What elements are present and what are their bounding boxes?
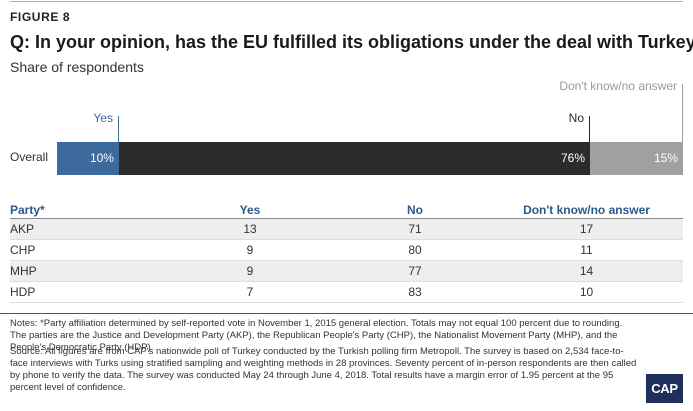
series-tick-dont-know bbox=[682, 84, 683, 142]
table-header-row: Party* Yes No Don't know/no answer bbox=[10, 202, 683, 219]
table-row: CHP 9 80 11 bbox=[10, 239, 683, 261]
bar-segment-yes: 10% bbox=[57, 142, 119, 175]
table-cell: 11 bbox=[490, 239, 683, 261]
series-label-no: No bbox=[568, 111, 585, 125]
table-cell: 13 bbox=[160, 218, 340, 240]
table-cell: 80 bbox=[340, 239, 490, 261]
bar-segment-no: 76% bbox=[118, 142, 591, 175]
series-tick-yes bbox=[117, 116, 119, 142]
table-cell: 10 bbox=[490, 281, 683, 303]
cap-logo: CAP bbox=[646, 374, 683, 403]
table-cell: MHP bbox=[10, 260, 160, 282]
source-text: Source: All figures are from CAP's natio… bbox=[10, 346, 637, 393]
table-cell: 17 bbox=[490, 218, 683, 240]
data-label-dont-know: 15% bbox=[653, 151, 678, 165]
table-cell: 9 bbox=[160, 239, 340, 261]
table-cell: AKP bbox=[10, 218, 160, 240]
series-tick-no bbox=[589, 116, 591, 142]
category-label-overall: Overall bbox=[10, 150, 49, 164]
table-row: AKP 13 71 17 bbox=[10, 218, 683, 240]
column-header-yes: Yes bbox=[160, 202, 340, 219]
chart-title: Q: In your opinion, has the EU fulfilled… bbox=[10, 32, 693, 52]
top-rule bbox=[10, 1, 683, 2]
table-cell: 14 bbox=[490, 260, 683, 282]
table-cell: 77 bbox=[340, 260, 490, 282]
series-label-yes: Yes bbox=[93, 111, 113, 125]
column-header-dont-know: Don't know/no answer bbox=[490, 202, 683, 219]
table-cell: 71 bbox=[340, 218, 490, 240]
table-row: MHP 9 77 14 bbox=[10, 260, 683, 282]
table-cell: HDP bbox=[10, 281, 160, 303]
chart-subtitle: Share of respondents bbox=[10, 59, 144, 75]
table-cell: 9 bbox=[160, 260, 340, 282]
column-header-party: Party* bbox=[10, 202, 160, 219]
table-cell: 83 bbox=[340, 281, 490, 303]
figure-label: FIGURE 8 bbox=[10, 10, 71, 24]
table-cell: 7 bbox=[160, 281, 340, 303]
data-label-no: 76% bbox=[560, 151, 586, 165]
data-label-yes: 10% bbox=[89, 151, 114, 165]
notes-text: Notes: *Party affiliation determined by … bbox=[10, 318, 623, 353]
table-cell: CHP bbox=[10, 239, 160, 261]
series-label-dont-know: Don't know/no answer bbox=[559, 79, 677, 93]
column-header-no: No bbox=[340, 202, 490, 219]
party-table: Party* Yes No Don't know/no answer AKP 1… bbox=[10, 202, 683, 303]
bar-segment-dont-know: 15% bbox=[590, 142, 683, 175]
notes-divider bbox=[0, 313, 693, 314]
table-row: HDP 7 83 10 bbox=[10, 281, 683, 303]
